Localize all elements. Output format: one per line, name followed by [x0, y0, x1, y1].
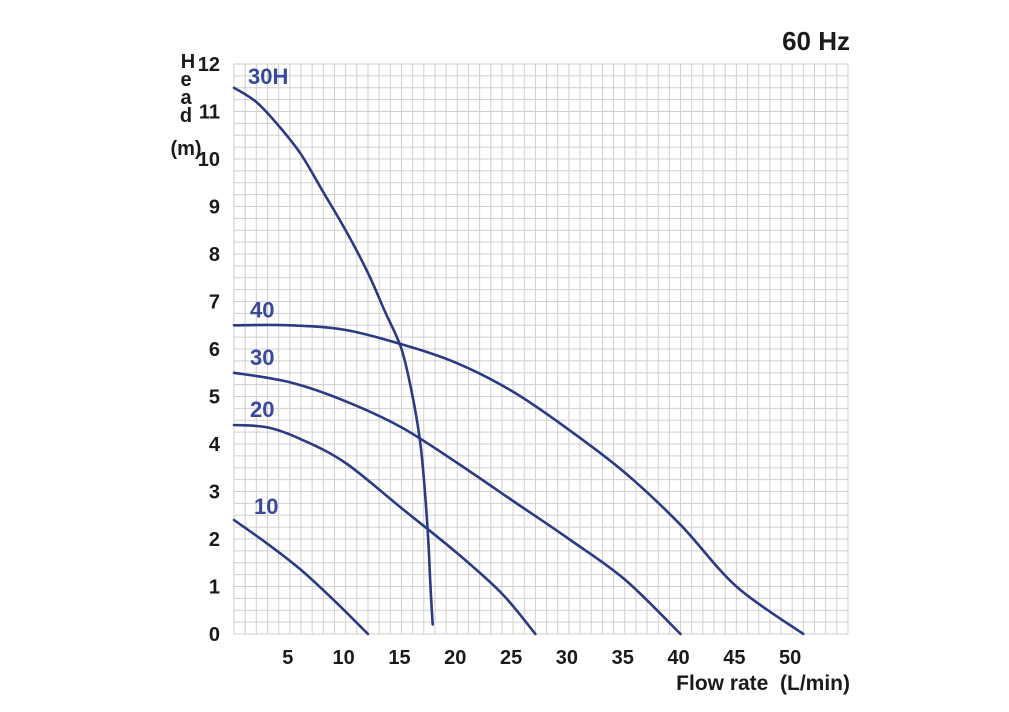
x-tick-label: 50: [779, 647, 801, 669]
y-tick-label: 5: [209, 387, 220, 409]
y-tick-label: 6: [209, 339, 220, 361]
y-axis-label: H e a d (m): [170, 51, 201, 160]
x-tick-label: 5: [282, 647, 293, 669]
series-label-40: 40: [250, 297, 274, 322]
y-tick-label: 8: [209, 244, 220, 266]
y-axis-label-letter: a: [180, 87, 192, 109]
x-axis-label: Flow rate (L/min): [676, 672, 850, 695]
series-line-30: [232, 371, 682, 636]
series-line-10: [232, 518, 370, 636]
x-tick-label: 20: [444, 647, 466, 669]
y-tick-label: 7: [209, 292, 220, 314]
series-lines: [232, 86, 805, 636]
y-axis-label-letter: e: [180, 69, 191, 91]
y-tick-label: 2: [209, 529, 220, 551]
x-tick-label: 10: [333, 647, 355, 669]
y-axis-label-letter: d: [180, 105, 192, 127]
series-line-20: [232, 423, 537, 636]
x-tick-label: 40: [667, 647, 689, 669]
x-tick-label: 45: [723, 647, 745, 669]
y-tick-label: 10: [198, 149, 220, 171]
x-tick-labels: 5 10 15 20 25 30 35 40 45 50: [282, 647, 801, 669]
y-tick-label: 12: [198, 54, 220, 76]
series-line-30h: [232, 86, 434, 626]
y-tick-label: 9: [209, 197, 220, 219]
series-label-10: 10: [254, 494, 278, 519]
x-tick-label: 15: [388, 647, 410, 669]
y-tick-label: 0: [209, 624, 220, 646]
series-label-30: 30: [250, 345, 274, 370]
x-tick-label: 30: [556, 647, 578, 669]
y-axis-unit: (m): [170, 138, 201, 160]
frequency-label: 60 Hz: [782, 26, 850, 56]
y-axis-label-letter: H: [181, 51, 195, 73]
series-label-30h: 30H: [248, 64, 288, 89]
series-label-20: 20: [250, 397, 274, 422]
chart-grid: [233, 63, 849, 635]
y-tick-label: 1: [209, 577, 220, 599]
y-tick-label: 11: [199, 102, 220, 124]
x-tick-label: 35: [612, 647, 634, 669]
series-line-40: [232, 323, 805, 636]
y-tick-label: 4: [209, 434, 221, 456]
y-tick-label: 3: [209, 482, 220, 504]
series-labels: 30H 40 30 20 10: [248, 64, 288, 519]
x-tick-label: 25: [500, 647, 522, 669]
